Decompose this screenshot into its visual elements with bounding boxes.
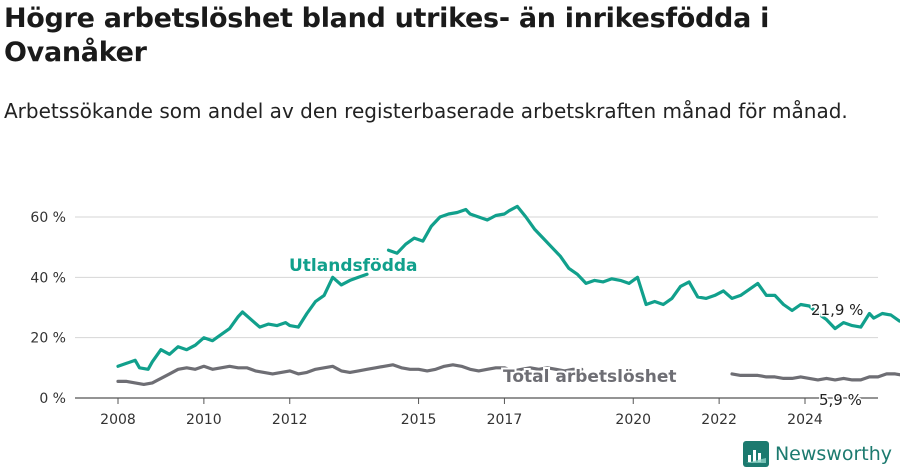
end-value-utlandsfodda: 21,9 %	[811, 301, 863, 319]
series-lines	[116, 204, 900, 386]
newsworthy-logo-icon	[742, 441, 769, 467]
x-tick-label: 2012	[272, 412, 308, 428]
end-value-total: 5,9 %	[819, 391, 862, 409]
x-tick-label: 2008	[100, 412, 136, 428]
series-line-utlandsfodda	[116, 204, 900, 371]
series-line-total	[116, 363, 900, 386]
y-tick-label: 0 %	[39, 391, 66, 407]
chart-title: Högre arbetslöshet bland utrikes- än inr…	[4, 3, 770, 68]
brand-logo: Newsworthy	[742, 440, 892, 468]
chart-subtitle: Arbetssökande som andel av den registerb…	[4, 99, 848, 123]
y-tick-label: 60 %	[30, 210, 66, 226]
series-label-total: Total arbetslöshet	[503, 367, 677, 387]
x-tick-label: 2015	[401, 412, 437, 428]
x-tick-label: 2010	[186, 412, 222, 428]
brand-name: Newsworthy	[774, 443, 892, 465]
x-tick-label: 2020	[615, 412, 651, 428]
y-axis-ticks: 0 % 20 % 40 % 60 %	[30, 210, 66, 407]
x-tick-label: 2017	[487, 412, 523, 428]
x-axis-ticks: 2008 2010 2012 2015 2017 2020 2022 2024	[100, 398, 823, 428]
series-labels: Utlandsfödda Total arbetslöshet 21,9 % 5,9 …	[289, 256, 865, 411]
x-tick-label: 2022	[701, 412, 737, 428]
series-label-utlandsfodda: Utlandsfödda	[289, 256, 418, 276]
y-tick-label: 40 %	[30, 270, 66, 286]
x-tick-label: 2024	[787, 412, 823, 428]
y-tick-label: 20 %	[30, 331, 66, 347]
